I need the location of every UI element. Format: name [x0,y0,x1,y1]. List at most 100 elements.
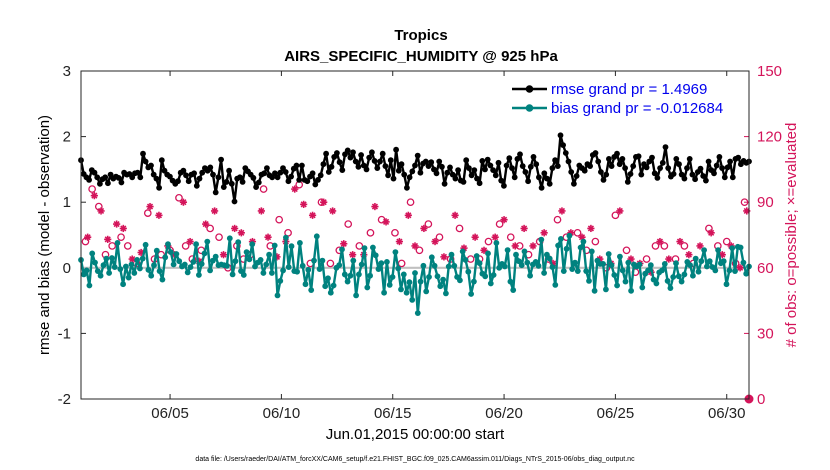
rmse-point [115,175,122,181]
rmse-point [659,159,666,166]
rmse-point [374,165,381,172]
rmse-point [562,150,569,156]
rmse-point [228,180,235,187]
rmse-point [651,170,658,177]
rmse-point [608,163,615,170]
bias-point [577,244,584,251]
rmse-point [395,167,402,174]
bias-point [204,238,211,245]
obs-possible-marker [366,228,375,237]
rmse-point [91,169,98,176]
bias-point [128,261,135,268]
rmse-point [703,177,709,184]
obs-possible-marker [553,215,562,224]
bias-point [617,253,623,260]
plot-area [81,71,749,399]
obs-evaluated-marker [84,233,92,241]
rmse-point [293,162,300,169]
bias-point [521,248,528,255]
rmse-point [571,180,577,187]
bias-point [94,268,101,274]
rmse-point [355,163,362,170]
bias-point [611,272,618,278]
bias-point [311,257,317,264]
rmse-point [250,175,257,181]
y-right-tick-label: 0 [757,391,765,408]
bias-point [398,286,404,293]
bias-point [285,264,292,270]
obs-possible-marker [215,233,223,242]
rmse-point [406,174,413,181]
bias-point [322,283,329,290]
bias-point [125,274,132,281]
obs-evaluated-marker [186,237,194,246]
rmse-point [215,174,222,181]
rmse-point [417,169,424,176]
rmse-point [719,165,725,172]
rmse-point [530,154,537,160]
rmse-point [460,179,467,185]
legend-rmse-marker [525,85,534,93]
bias-point [687,262,693,269]
bias-point [277,278,284,284]
rmse-point [627,171,634,177]
rmse-point [444,169,451,176]
rmse-point [724,164,731,171]
bias-point [299,262,306,269]
obs-possible-marker [275,215,284,224]
series-layer [78,132,752,316]
bias-point [187,264,194,270]
bias-point [704,263,710,270]
obs-evaluated-marker [97,207,105,215]
rmse-point [371,158,378,164]
rmse-point [697,165,704,172]
bias-point [246,256,253,263]
x-axis-label: Jun.01,2015 00:00:00 start [326,426,505,443]
bias-point [723,281,730,288]
obs-possible-marker [424,220,433,228]
rmse-point [552,157,558,164]
obs-evaluated-marker [291,185,299,193]
obs-possible-marker [415,246,424,255]
bias-point [572,259,578,266]
y-right-tick-label: 60 [757,260,774,277]
bias-point [619,267,626,274]
rmse-point [713,162,720,169]
obs-possible-marker [651,242,660,250]
y-tick-label: 2 [63,129,71,146]
rmse-point [657,165,663,172]
bias-point [386,282,393,288]
obs-evaluated-marker [558,207,566,215]
rmse-point [185,178,192,185]
bias-point [308,287,315,293]
rmse-point [358,152,364,158]
obs-possible-marker [495,220,504,228]
bias-point [86,282,93,289]
rmse-point [218,156,225,163]
rmse-point [94,174,101,181]
rmse-point [175,178,181,185]
bias-point [667,285,674,291]
bias-point [560,268,567,274]
bias-point [678,278,685,285]
rmse-point [455,167,461,174]
bias-point [712,267,719,274]
rmse-point [600,177,607,183]
rmse-point [315,177,321,183]
rmse-point [299,162,305,169]
rmse-point [670,171,677,177]
x-tick-label: 06/30 [708,405,746,422]
rmse-point [525,178,531,185]
bias-point [412,270,418,276]
chart-title: Tropics [394,27,447,44]
bias-point [327,289,334,296]
obs-possible-marker [344,220,353,228]
rmse-point [727,158,733,165]
bias-point [580,238,587,245]
rmse-point [253,184,259,191]
obs-evaluated-marker [300,200,308,208]
obs-possible-marker [181,242,190,250]
bias-point [162,254,169,261]
bias-point [645,267,651,274]
